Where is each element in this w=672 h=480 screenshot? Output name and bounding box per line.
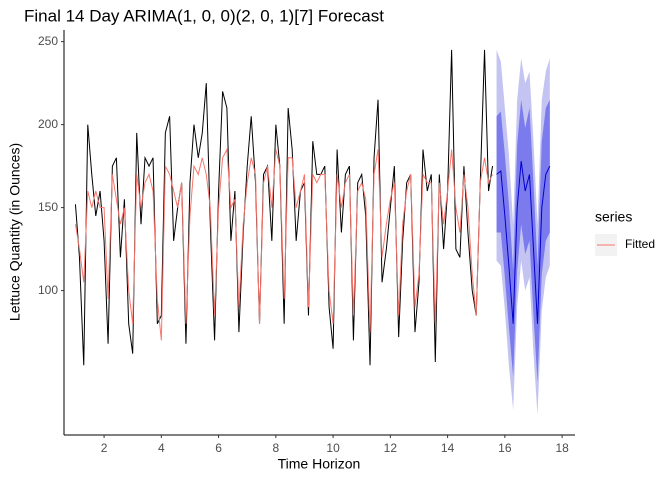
x-tick-label: 6 xyxy=(215,441,222,455)
x-tick-label: 18 xyxy=(555,441,569,455)
x-tick-label: 14 xyxy=(441,441,455,455)
x-tick-label: 8 xyxy=(272,441,279,455)
x-tick-label: 4 xyxy=(158,441,165,455)
y-axis-title: Lettuce Quantity (in Ounces) xyxy=(7,143,23,321)
y-tick-label: 100 xyxy=(38,283,58,297)
series-line xyxy=(74,147,494,341)
series-line xyxy=(74,49,494,366)
series-line xyxy=(496,161,551,324)
y-tick-label: 200 xyxy=(38,117,58,131)
legend-label: Fitted xyxy=(625,237,655,251)
x-tick-label: 12 xyxy=(384,441,398,455)
x-tick-label: 16 xyxy=(498,441,512,455)
y-tick-label: 250 xyxy=(38,34,58,48)
y-tick-label: 150 xyxy=(38,200,58,214)
legend-title: series xyxy=(595,209,632,225)
x-axis-title: Time Horizon xyxy=(278,456,361,472)
chart-title: Final 14 Day ARIMA(1, 0, 0)(2, 0, 1)[7] … xyxy=(24,6,384,25)
x-tick-label: 10 xyxy=(326,441,340,455)
x-tick-label: 2 xyxy=(101,441,108,455)
